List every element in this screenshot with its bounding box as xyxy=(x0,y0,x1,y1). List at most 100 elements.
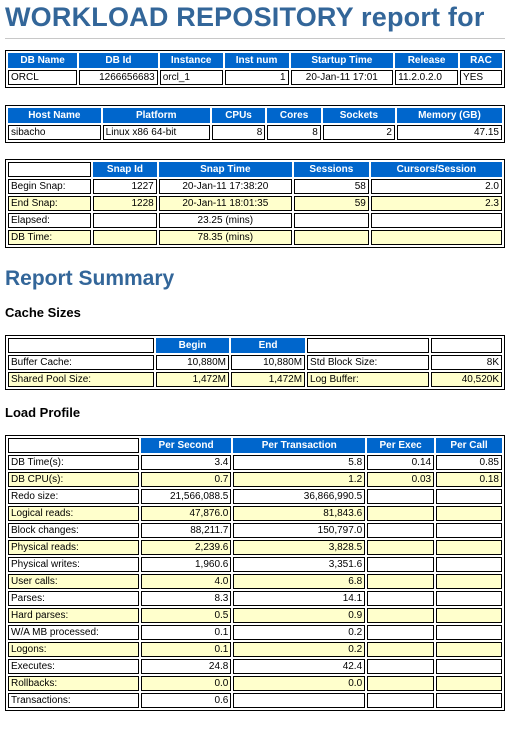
snap-id-cell: 1227 xyxy=(93,179,157,194)
db-id-cell: 1266656683 xyxy=(79,70,158,85)
per-second-cell: 1,960.6 xyxy=(140,557,232,572)
row-label: Hard parses: xyxy=(8,608,139,623)
table-row: Transactions: 0.6 xyxy=(8,693,502,708)
row-label: Parses: xyxy=(8,591,139,606)
cursors-cell: 2.3 xyxy=(370,196,502,211)
end-cell: 1,472M xyxy=(231,372,306,387)
per-transaction-cell: 0.2 xyxy=(233,625,366,640)
per-second-cell: 24.8 xyxy=(140,659,232,674)
table-row: Block changes: 88,211.7 150,797.0 xyxy=(8,523,502,538)
per-call-cell xyxy=(436,693,502,708)
per-call-cell xyxy=(436,574,502,589)
per-exec-cell xyxy=(367,540,435,555)
row-label: DB Time: xyxy=(8,230,92,245)
rac-header: RAC xyxy=(460,53,502,68)
snap-time-cell: 20-Jan-11 18:01:35 xyxy=(158,196,292,211)
param-value: 8K xyxy=(431,355,502,370)
per-transaction-cell: 3,351.6 xyxy=(233,557,366,572)
cursors-cell: 2.0 xyxy=(370,179,502,194)
per-exec-cell xyxy=(367,523,435,538)
row-label: Buffer Cache: xyxy=(8,355,154,370)
release-header: Release xyxy=(395,53,459,68)
instance-header: Instance xyxy=(159,53,223,68)
load-corner-header xyxy=(8,438,139,453)
snap-id-header: Snap Id xyxy=(93,162,157,177)
per-call-cell xyxy=(436,642,502,657)
param-value: 40,520K xyxy=(431,372,502,387)
per-call-cell: 0.85 xyxy=(436,455,502,470)
db-name-header: DB Name xyxy=(8,53,78,68)
cores-header: Cores xyxy=(267,108,321,123)
startup-time-header: Startup Time xyxy=(290,53,394,68)
per-call-cell xyxy=(436,676,502,691)
begin-header: Begin xyxy=(156,338,229,353)
per-second-header: Per Second xyxy=(140,438,232,453)
row-label: Rollbacks: xyxy=(8,676,139,691)
row-label: User calls: xyxy=(8,574,139,589)
cores-cell: 8 xyxy=(267,125,321,140)
table-row: W/A MB processed: 0.1 0.2 xyxy=(8,625,502,640)
per-transaction-cell: 42.4 xyxy=(233,659,366,674)
per-second-cell: 0.0 xyxy=(140,676,232,691)
per-call-cell xyxy=(436,506,502,521)
per-call-cell xyxy=(436,659,502,674)
per-transaction-cell: 1.2 xyxy=(233,472,366,487)
snap-id-cell xyxy=(93,230,157,245)
table-row: End Snap: 1228 20-Jan-11 18:01:35 59 2.3 xyxy=(8,196,502,211)
table-row: Logons: 0.1 0.2 xyxy=(8,642,502,657)
per-transaction-cell: 150,797.0 xyxy=(233,523,366,538)
per-exec-cell xyxy=(367,557,435,572)
sessions-cell xyxy=(293,230,369,245)
memory-header: Memory (GB) xyxy=(396,108,502,123)
sessions-cell: 59 xyxy=(293,196,369,211)
cursors-cell xyxy=(370,213,502,228)
report-summary-heading: Report Summary xyxy=(5,267,175,290)
row-label: Block changes: xyxy=(8,523,139,538)
row-label: DB Time(s): xyxy=(8,455,139,470)
per-second-cell: 2,239.6 xyxy=(140,540,232,555)
table-row: Begin Snap: 1227 20-Jan-11 17:38:20 58 2… xyxy=(8,179,502,194)
per-exec-cell xyxy=(367,625,435,640)
cache-blank-header xyxy=(307,338,430,353)
row-label: End Snap: xyxy=(8,196,92,211)
cache-sizes-table: Begin End Buffer Cache: 10,880M 10,880M … xyxy=(5,335,505,390)
per-transaction-cell: 0.0 xyxy=(233,676,366,691)
row-label: Physical writes: xyxy=(8,557,139,572)
per-exec-cell xyxy=(367,693,435,708)
per-transaction-cell: 81,843.6 xyxy=(233,506,366,521)
per-call-cell xyxy=(436,489,502,504)
per-second-cell: 0.5 xyxy=(140,608,232,623)
per-call-cell xyxy=(436,608,502,623)
sessions-header: Sessions xyxy=(293,162,369,177)
snap-time-cell: 78.35 (mins) xyxy=(158,230,292,245)
per-exec-header: Per Exec xyxy=(367,438,435,453)
load-profile-heading: Load Profile xyxy=(5,405,81,420)
table-row: Logical reads: 47,876.0 81,843.6 xyxy=(8,506,502,521)
per-exec-cell xyxy=(367,608,435,623)
table-row: User calls: 4.0 6.8 xyxy=(8,574,502,589)
host-info-table: Host Name Platform CPUs Cores Sockets Me… xyxy=(5,105,505,143)
cache-corner-header xyxy=(8,338,154,353)
cpus-cell: 8 xyxy=(211,125,266,140)
cache-blank-header-2 xyxy=(431,338,502,353)
row-label: Logons: xyxy=(8,642,139,657)
cursors-session-header: Cursors/Session xyxy=(370,162,502,177)
per-transaction-cell xyxy=(233,693,366,708)
cursors-cell xyxy=(370,230,502,245)
cpus-header: CPUs xyxy=(211,108,266,123)
snap-id-cell: 1228 xyxy=(93,196,157,211)
sockets-cell: 2 xyxy=(322,125,395,140)
per-transaction-header: Per Transaction xyxy=(233,438,366,453)
db-name-cell: ORCL xyxy=(8,70,78,85)
per-second-cell: 88,211.7 xyxy=(140,523,232,538)
sessions-cell: 58 xyxy=(293,179,369,194)
per-call-cell xyxy=(436,625,502,640)
startup-time-cell: 20-Jan-11 17:01 xyxy=(290,70,394,85)
memory-cell: 47.15 xyxy=(396,125,502,140)
table-row: Parses: 8.3 14.1 xyxy=(8,591,502,606)
sockets-header: Sockets xyxy=(322,108,395,123)
per-exec-cell xyxy=(367,489,435,504)
per-call-cell xyxy=(436,523,502,538)
table-row: Redo size: 21,566,088.5 36,866,990.5 xyxy=(8,489,502,504)
begin-cell: 10,880M xyxy=(156,355,229,370)
